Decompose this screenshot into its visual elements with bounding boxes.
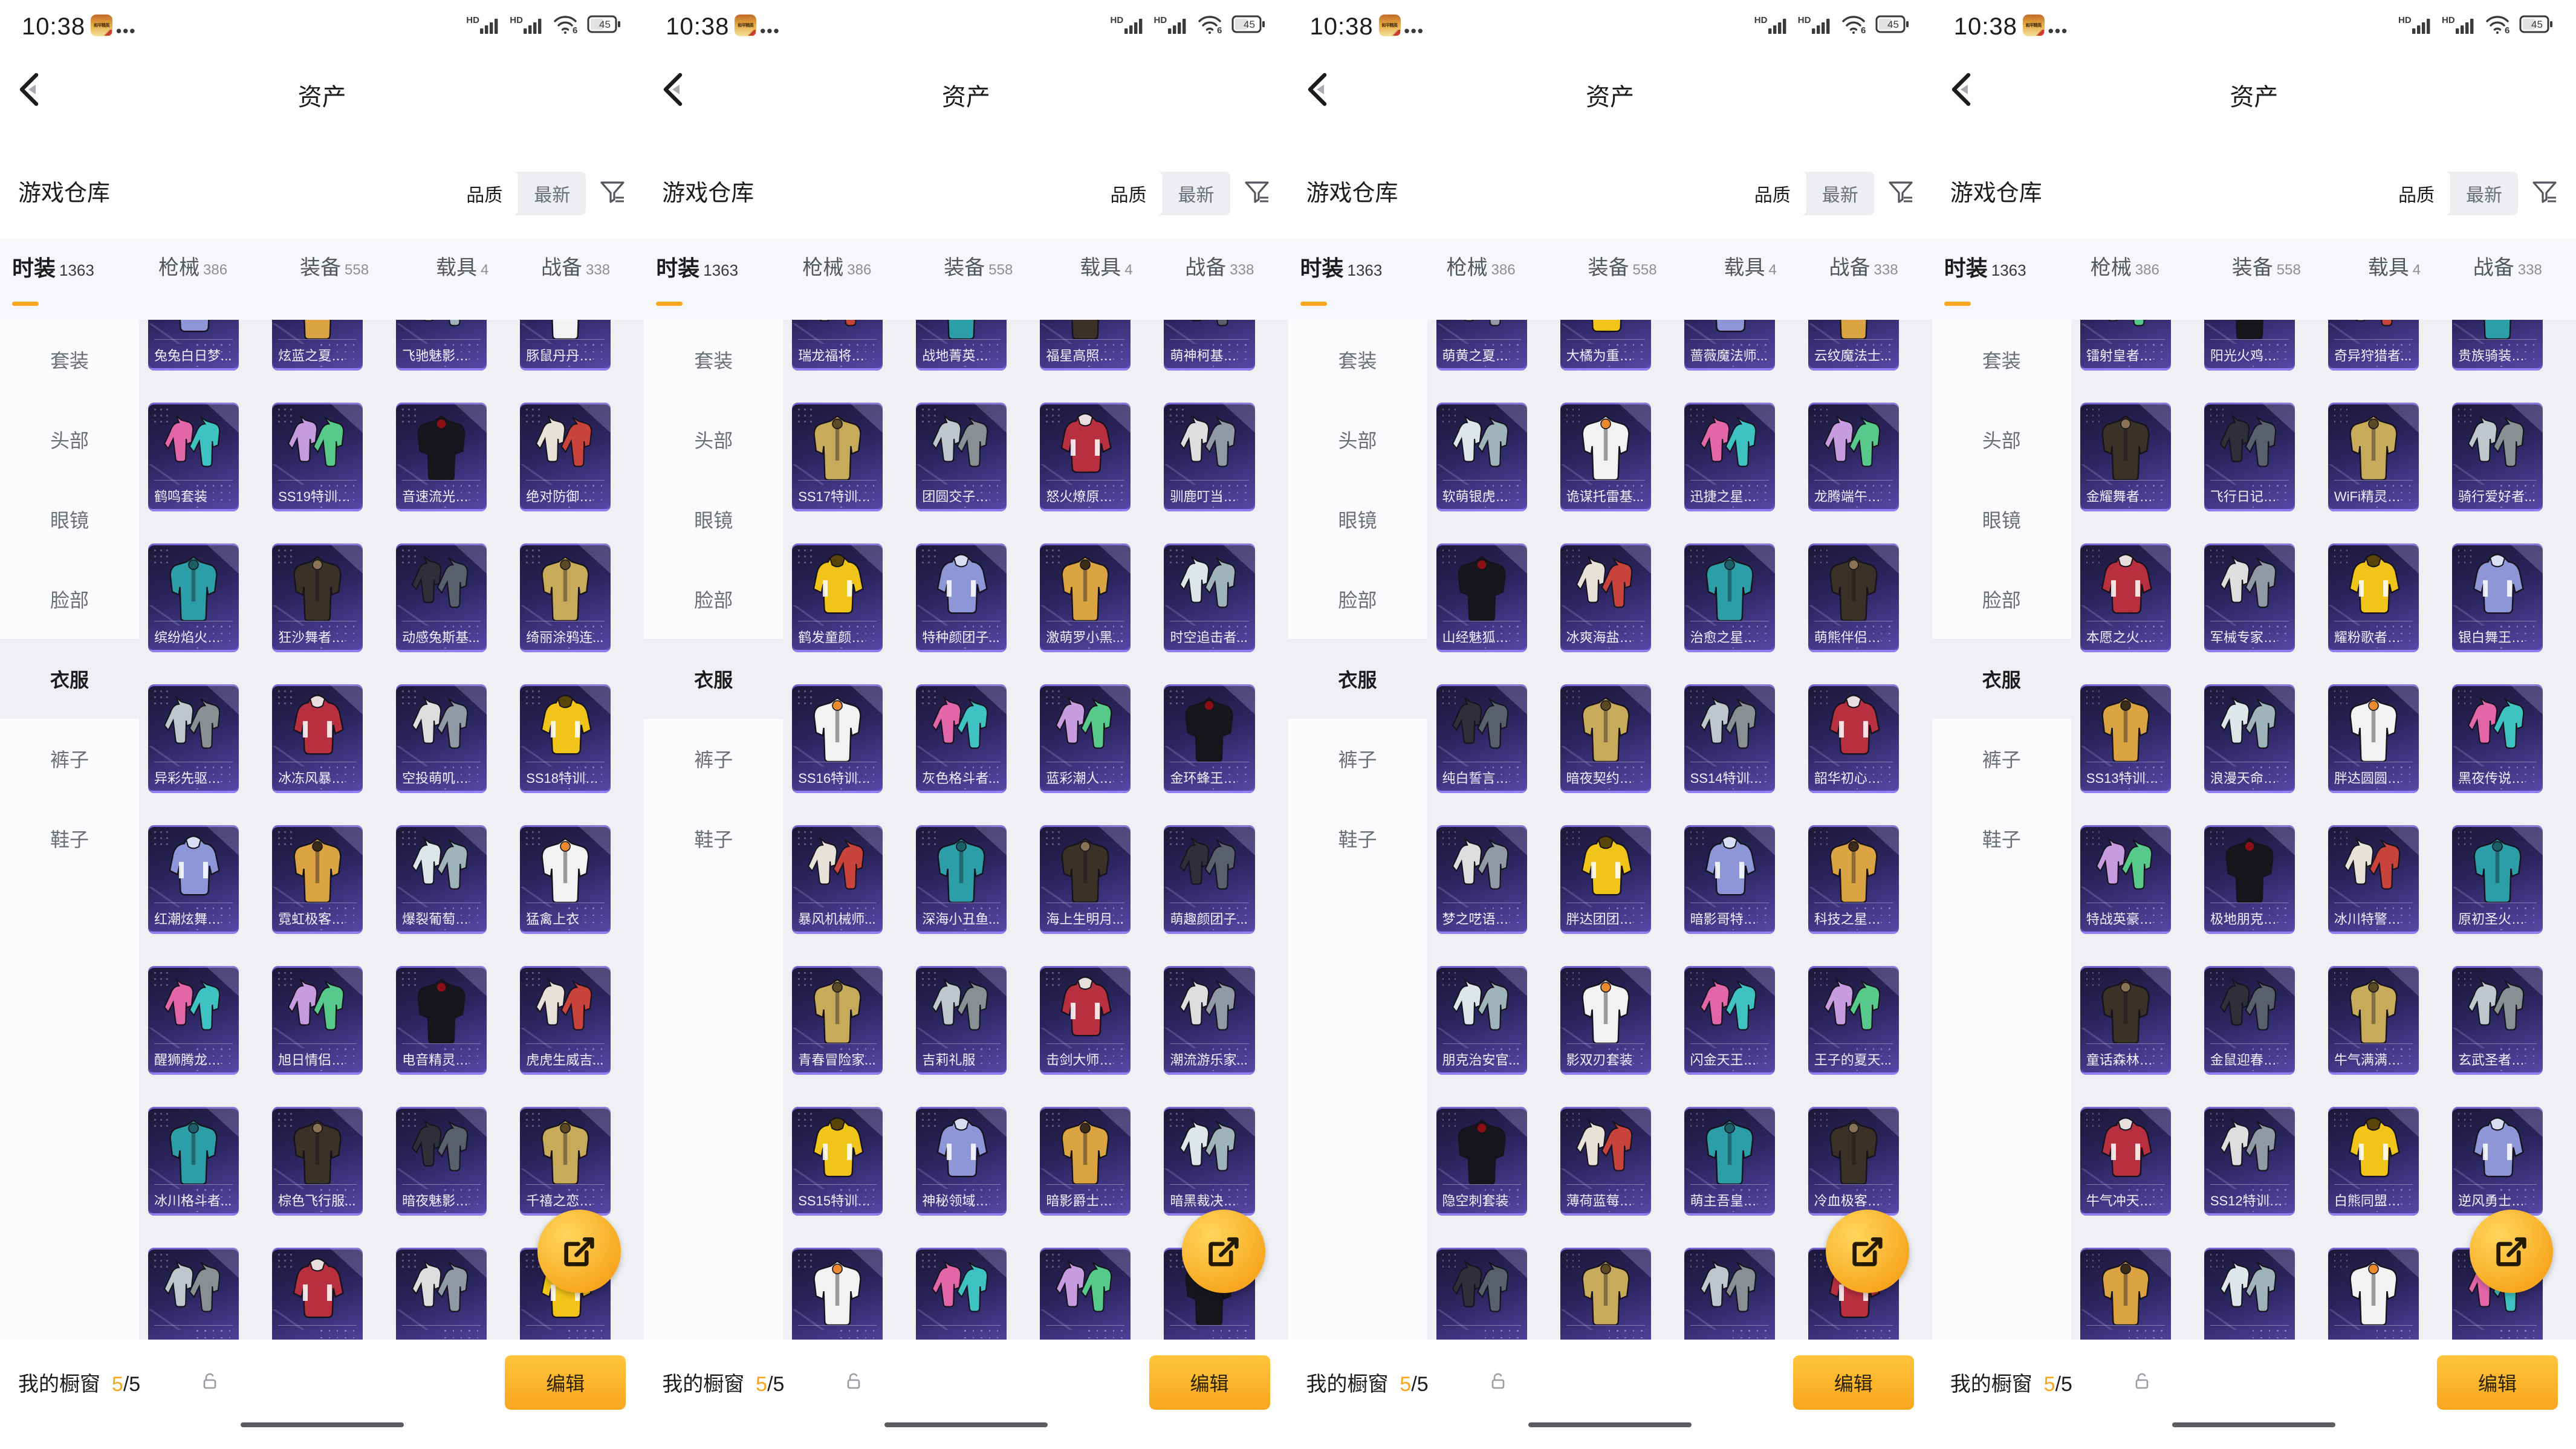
svg-text:45: 45 [599,19,611,30]
svg-text:45: 45 [2531,19,2543,30]
svg-text:6: 6 [2505,25,2509,34]
svg-text:45: 45 [1887,19,1899,30]
svg-text:45: 45 [1244,19,1255,30]
svg-text:6: 6 [573,25,577,34]
svg-text:6: 6 [1217,25,1222,34]
svg-text:6: 6 [1861,25,1866,34]
